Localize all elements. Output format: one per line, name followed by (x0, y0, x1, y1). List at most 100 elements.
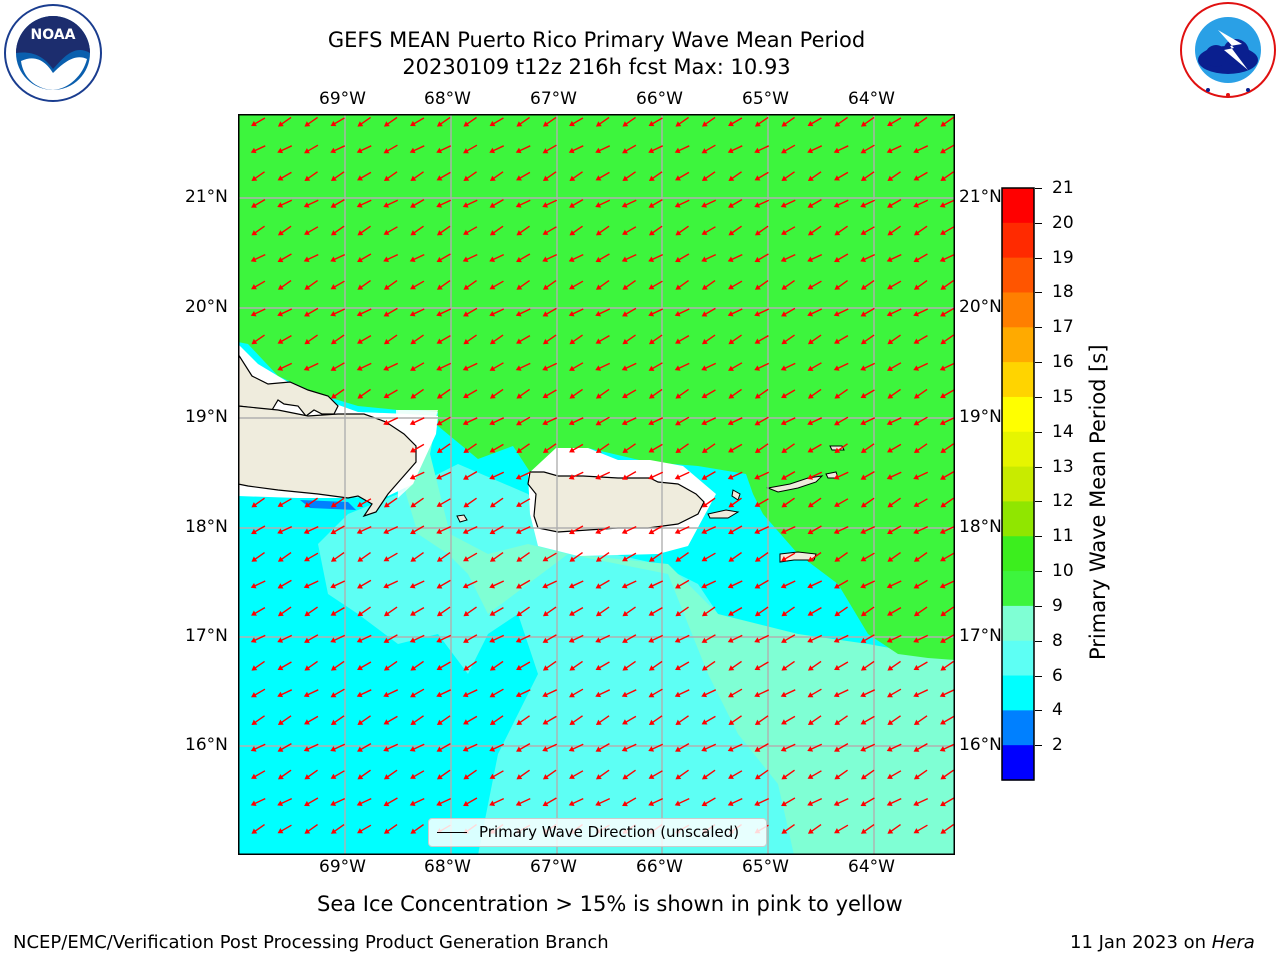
wave-arrow (516, 742, 531, 752)
wave-arrow (330, 253, 346, 262)
wave-arrow (940, 116, 954, 127)
wave-arrow (516, 416, 531, 426)
wave-arrow (834, 769, 848, 780)
wave-arrow (542, 689, 558, 698)
colorbar-tick-mark (1035, 257, 1042, 259)
wave-arrow (674, 797, 690, 806)
wave-arrow (834, 171, 849, 181)
wave-arrow (940, 634, 955, 643)
wave-arrow (860, 497, 875, 508)
wave-arrow (251, 225, 265, 236)
wave-arrow (622, 443, 636, 453)
wave-arrow (622, 797, 637, 807)
wave-arrow (277, 308, 293, 317)
wave-arrow (277, 606, 292, 617)
wave-arrow (781, 606, 795, 617)
wave-arrow (913, 606, 928, 617)
wave-arrow (887, 225, 901, 236)
wave-arrow (436, 471, 452, 480)
wave-arrow (701, 660, 716, 671)
wave-arrow (833, 634, 849, 643)
wave-arrow (542, 389, 557, 399)
wave-arrow (727, 634, 743, 643)
wave-arrow (807, 552, 822, 562)
wave-arrow (807, 225, 822, 236)
wave-arrow (489, 253, 505, 262)
wave-arrow (436, 334, 451, 344)
wave-arrow (728, 443, 743, 453)
wave-arrow (330, 280, 345, 290)
wave-arrow (330, 797, 346, 806)
wave-arrow (860, 769, 875, 780)
wave-arrow (383, 144, 398, 154)
period-zone-blue (300, 500, 356, 510)
wave-arrow (250, 634, 266, 643)
wave-arrow (701, 689, 717, 698)
wave-arrow (781, 769, 795, 780)
wave-arrow (913, 145, 929, 154)
wave-arrow (569, 688, 584, 698)
wave-arrow (674, 689, 690, 698)
wave-arrow (939, 689, 955, 698)
wave-arrow (436, 661, 451, 671)
wave-arrow (569, 171, 583, 181)
colorbar-tick-label: 11 (1052, 526, 1074, 547)
wave-arrow (303, 199, 319, 208)
wave-arrow (383, 171, 398, 181)
wave-arrow (807, 443, 822, 453)
wave-arrow (728, 198, 743, 208)
wave-arrow (516, 715, 530, 725)
wave-arrow (648, 471, 664, 480)
lat-label-left: 18°N (185, 517, 228, 537)
colorbar-segment (1002, 431, 1034, 468)
lon-label-bottom: 68°W (424, 857, 471, 877)
wave-arrow (436, 145, 452, 154)
wave-arrow (887, 362, 902, 371)
wave-arrow (728, 117, 743, 127)
wave-arrow (754, 525, 770, 534)
wave-arrow (860, 525, 876, 534)
wave-arrow (357, 769, 371, 780)
chart-title: GEFS MEAN Puerto Rico Primary Wave Mean … (327, 28, 866, 52)
wave-arrow (595, 280, 610, 290)
wave-arrow (648, 388, 663, 399)
wave-arrow (568, 743, 584, 752)
map-gridlines (238, 114, 955, 855)
wave-arrow (913, 498, 928, 507)
wave-arrow (330, 171, 345, 181)
wave-arrow (939, 580, 955, 589)
lon-label-bottom: 65°W (742, 857, 789, 877)
wave-arrow (250, 797, 266, 806)
land-mona-island (456, 514, 468, 523)
wave-arrow (489, 280, 504, 290)
wave-arrow (622, 226, 637, 235)
land-hispaniola (238, 352, 339, 417)
wave-arrow (754, 199, 770, 208)
lat-label-left: 20°N (185, 297, 228, 317)
wave-arrow (648, 797, 664, 806)
wave-arrow (754, 689, 770, 698)
wave-arrow (489, 634, 505, 643)
lat-label-right: 17°N (959, 626, 1002, 646)
wave-arrow (250, 580, 266, 589)
wave-arrow (542, 116, 557, 127)
period-zone-aquamarine (398, 410, 955, 855)
wave-arrow (701, 253, 717, 262)
wave-arrow (781, 171, 795, 181)
wave-arrow (701, 470, 716, 480)
wave-arrow (595, 225, 610, 236)
wave-arrow (383, 417, 399, 426)
wave-arrow (277, 199, 293, 208)
wave-arrow (277, 253, 292, 263)
wave-arrow (277, 116, 292, 127)
wave-arrow (463, 226, 478, 235)
wave-arrow (410, 117, 425, 127)
wave-arrow (781, 389, 796, 399)
wave-arrow (886, 743, 902, 752)
lon-label-bottom: 67°W (530, 857, 577, 877)
wave-arrow (913, 253, 928, 263)
wave-arrow (887, 171, 901, 181)
wave-arrow (780, 689, 796, 698)
wave-arrow (383, 307, 398, 317)
land-hispaniola (238, 405, 417, 518)
